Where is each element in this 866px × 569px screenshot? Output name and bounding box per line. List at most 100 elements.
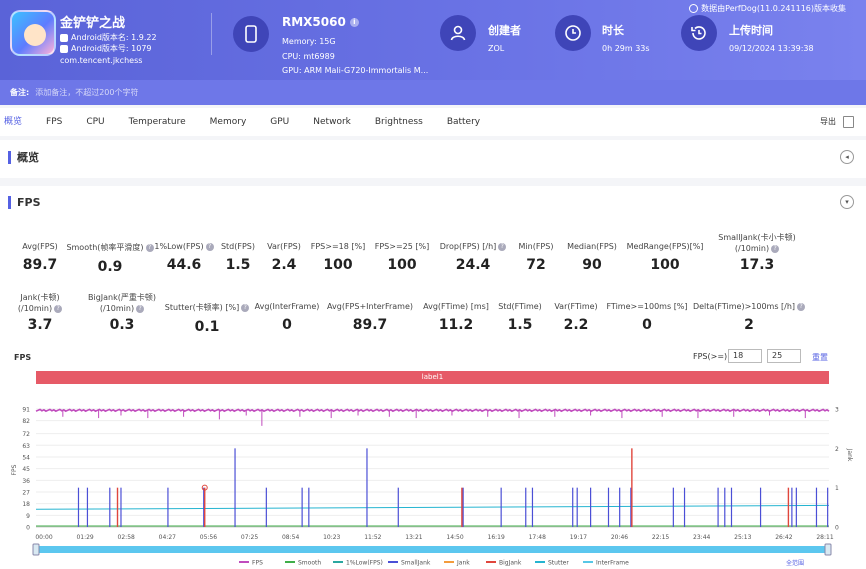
y2-tick-label: 3 — [835, 407, 839, 414]
app-version-code: Android版本号: 1079 — [71, 44, 152, 53]
y-tick-label: 36 — [22, 478, 30, 485]
tab-memory[interactable]: Memory — [209, 117, 247, 127]
app-package: com.tencent.jkchess — [60, 56, 143, 65]
stat-value: 89.7 — [352, 317, 388, 333]
help-icon[interactable]: ? — [771, 244, 780, 253]
app-icon — [10, 10, 56, 56]
device-memory: Memory: 15G — [282, 37, 336, 46]
help-icon[interactable]: ? — [205, 242, 214, 251]
duration-value: 0h 29m 33s — [602, 44, 650, 53]
x-tick-label: 10:23 — [323, 534, 340, 541]
legend-item: Jank — [456, 560, 470, 567]
y-tick-label: 82 — [22, 418, 30, 425]
stat-label: Std(FTime) — [498, 302, 542, 311]
creator-value: ZOL — [488, 44, 505, 53]
threshold-input-1[interactable]: 18 — [728, 349, 762, 363]
x-tick-label: 01:29 — [76, 534, 93, 541]
help-icon[interactable]: ? — [54, 304, 63, 313]
zoom-all-button[interactable]: 全范围 — [786, 560, 805, 567]
y-tick-label: 45 — [22, 466, 30, 473]
x-tick-label: 23:44 — [693, 534, 710, 541]
collapse-down-icon[interactable]: ▾ — [840, 195, 854, 209]
upload-value: 09/12/2024 13:39:38 — [729, 44, 814, 53]
stat-label: Delta(FTime)>100ms [/h]? — [689, 302, 809, 311]
x-tick-label: 16:19 — [488, 534, 505, 541]
tab-cpu[interactable]: CPU — [86, 117, 105, 127]
creator-title: 创建者 — [488, 24, 521, 37]
tab-brightness[interactable]: Brightness — [374, 117, 423, 127]
stat-value: 0 — [282, 317, 292, 333]
tab-network[interactable]: Network — [313, 117, 351, 127]
stat-row1-10: MedRange(FPS)[%] 100 — [605, 242, 725, 273]
stat-row1-4: Var(FPS) 2.4 — [224, 242, 344, 273]
tab-battery[interactable]: Battery — [446, 117, 481, 127]
help-icon[interactable]: ? — [498, 242, 507, 251]
x-tick-label: 11:52 — [364, 534, 381, 541]
y-tick-label: 91 — [22, 407, 30, 414]
label-bar[interactable]: label1 — [36, 371, 829, 384]
stat-value: 100 — [387, 257, 417, 273]
stat-row1-5: FPS>=18 [%] 100 — [278, 242, 398, 273]
stat-label: Avg(InterFrame) — [254, 302, 320, 311]
legend-item: SmallJank — [401, 560, 431, 567]
stat-value: 2.2 — [563, 317, 589, 333]
overview-title: 概览 — [8, 151, 39, 164]
stat-row1-11: SmallJank(卡小卡顿) (/10min)? 17.3 — [697, 232, 817, 273]
stat-value: 0.3 — [109, 317, 135, 333]
legend-item: BigJank — [499, 560, 522, 567]
help-icon[interactable]: ? — [241, 303, 250, 312]
note-bar[interactable]: 备注: 添加备注，不超过200个字符 — [0, 80, 866, 105]
stat-row1-1: Smooth(帧率平滑度)? 0.9 — [50, 242, 170, 275]
stat-label: Drop(FPS) [/h]? — [413, 242, 533, 251]
stutter-line — [35, 504, 830, 510]
help-icon[interactable]: ? — [145, 243, 154, 252]
help-icon[interactable]: ? — [797, 302, 806, 311]
help-icon[interactable]: ? — [136, 304, 145, 313]
note-input[interactable]: 添加备注，不超过200个字符 — [35, 88, 139, 97]
perfdog-version-link[interactable]: 数据由PerfDog(11.0.241116)版本收集 — [689, 3, 846, 14]
info-icon[interactable]: i — [349, 17, 359, 27]
chart-title: FPS — [14, 353, 32, 362]
legend-item: FPS — [252, 560, 263, 567]
tab-bar: 概览 FPS CPU Temperature Memory GPU Networ… — [0, 108, 866, 136]
x-tick-label: 08:54 — [282, 534, 299, 541]
x-tick-label: 17:48 — [529, 534, 546, 541]
stat-label: SmallJank(卡小卡顿) — [718, 233, 796, 242]
stat-label-unit: (/10min)? — [0, 304, 100, 313]
tab-gpu[interactable]: GPU — [270, 117, 290, 127]
upload-title: 上传时间 — [729, 24, 773, 37]
stat-row1-7: Drop(FPS) [/h]? 24.4 — [413, 242, 533, 273]
stat-label: FTime>=100ms [%] — [606, 302, 688, 311]
y2-tick-label: 2 — [835, 446, 839, 453]
y-axis-label: FPS — [11, 464, 18, 475]
reset-button[interactable]: 重置 — [812, 353, 828, 362]
legend-item: InterFrame — [596, 560, 629, 567]
tab-overview[interactable]: 概览 — [4, 117, 23, 127]
stat-row2-0: Jank(卡顿) (/10min)? 3.7 — [0, 292, 100, 333]
collapse-left-icon[interactable]: ◂ — [840, 150, 854, 164]
stat-row2-3: Avg(InterFrame) 0 — [227, 302, 347, 333]
stat-row1-2: 1%Low(FPS)? 44.6 — [124, 242, 244, 273]
fps-title: FPS — [8, 196, 41, 209]
stat-row1-8: Min(FPS) 72 — [476, 242, 596, 273]
user-icon — [440, 15, 476, 51]
tab-temperature[interactable]: Temperature — [128, 117, 186, 127]
export-icon[interactable] — [843, 116, 854, 128]
y-tick-label: 54 — [22, 454, 30, 461]
stat-value: 0.1 — [194, 319, 220, 335]
stat-label: Stutter(卡顿率) [%]? — [147, 302, 267, 313]
stat-label-unit: (/10min)? — [62, 304, 182, 313]
device-name: RMX5060 — [282, 15, 346, 29]
stat-label: Avg(FTime) [ms] — [423, 302, 489, 311]
x-tick-label: 19:17 — [570, 534, 587, 541]
export-button[interactable]: 导出 — [820, 117, 836, 126]
stat-value: 11.2 — [438, 317, 474, 333]
x-tick-label: 05:56 — [200, 534, 217, 541]
x-tick-label: 14:50 — [446, 534, 463, 541]
scroll-handle-left — [32, 543, 40, 556]
stat-value: 1.5 — [507, 317, 533, 333]
stat-value: 0.9 — [97, 259, 123, 275]
threshold-input-2[interactable]: 25 — [767, 349, 801, 363]
tab-fps[interactable]: FPS — [46, 117, 63, 127]
